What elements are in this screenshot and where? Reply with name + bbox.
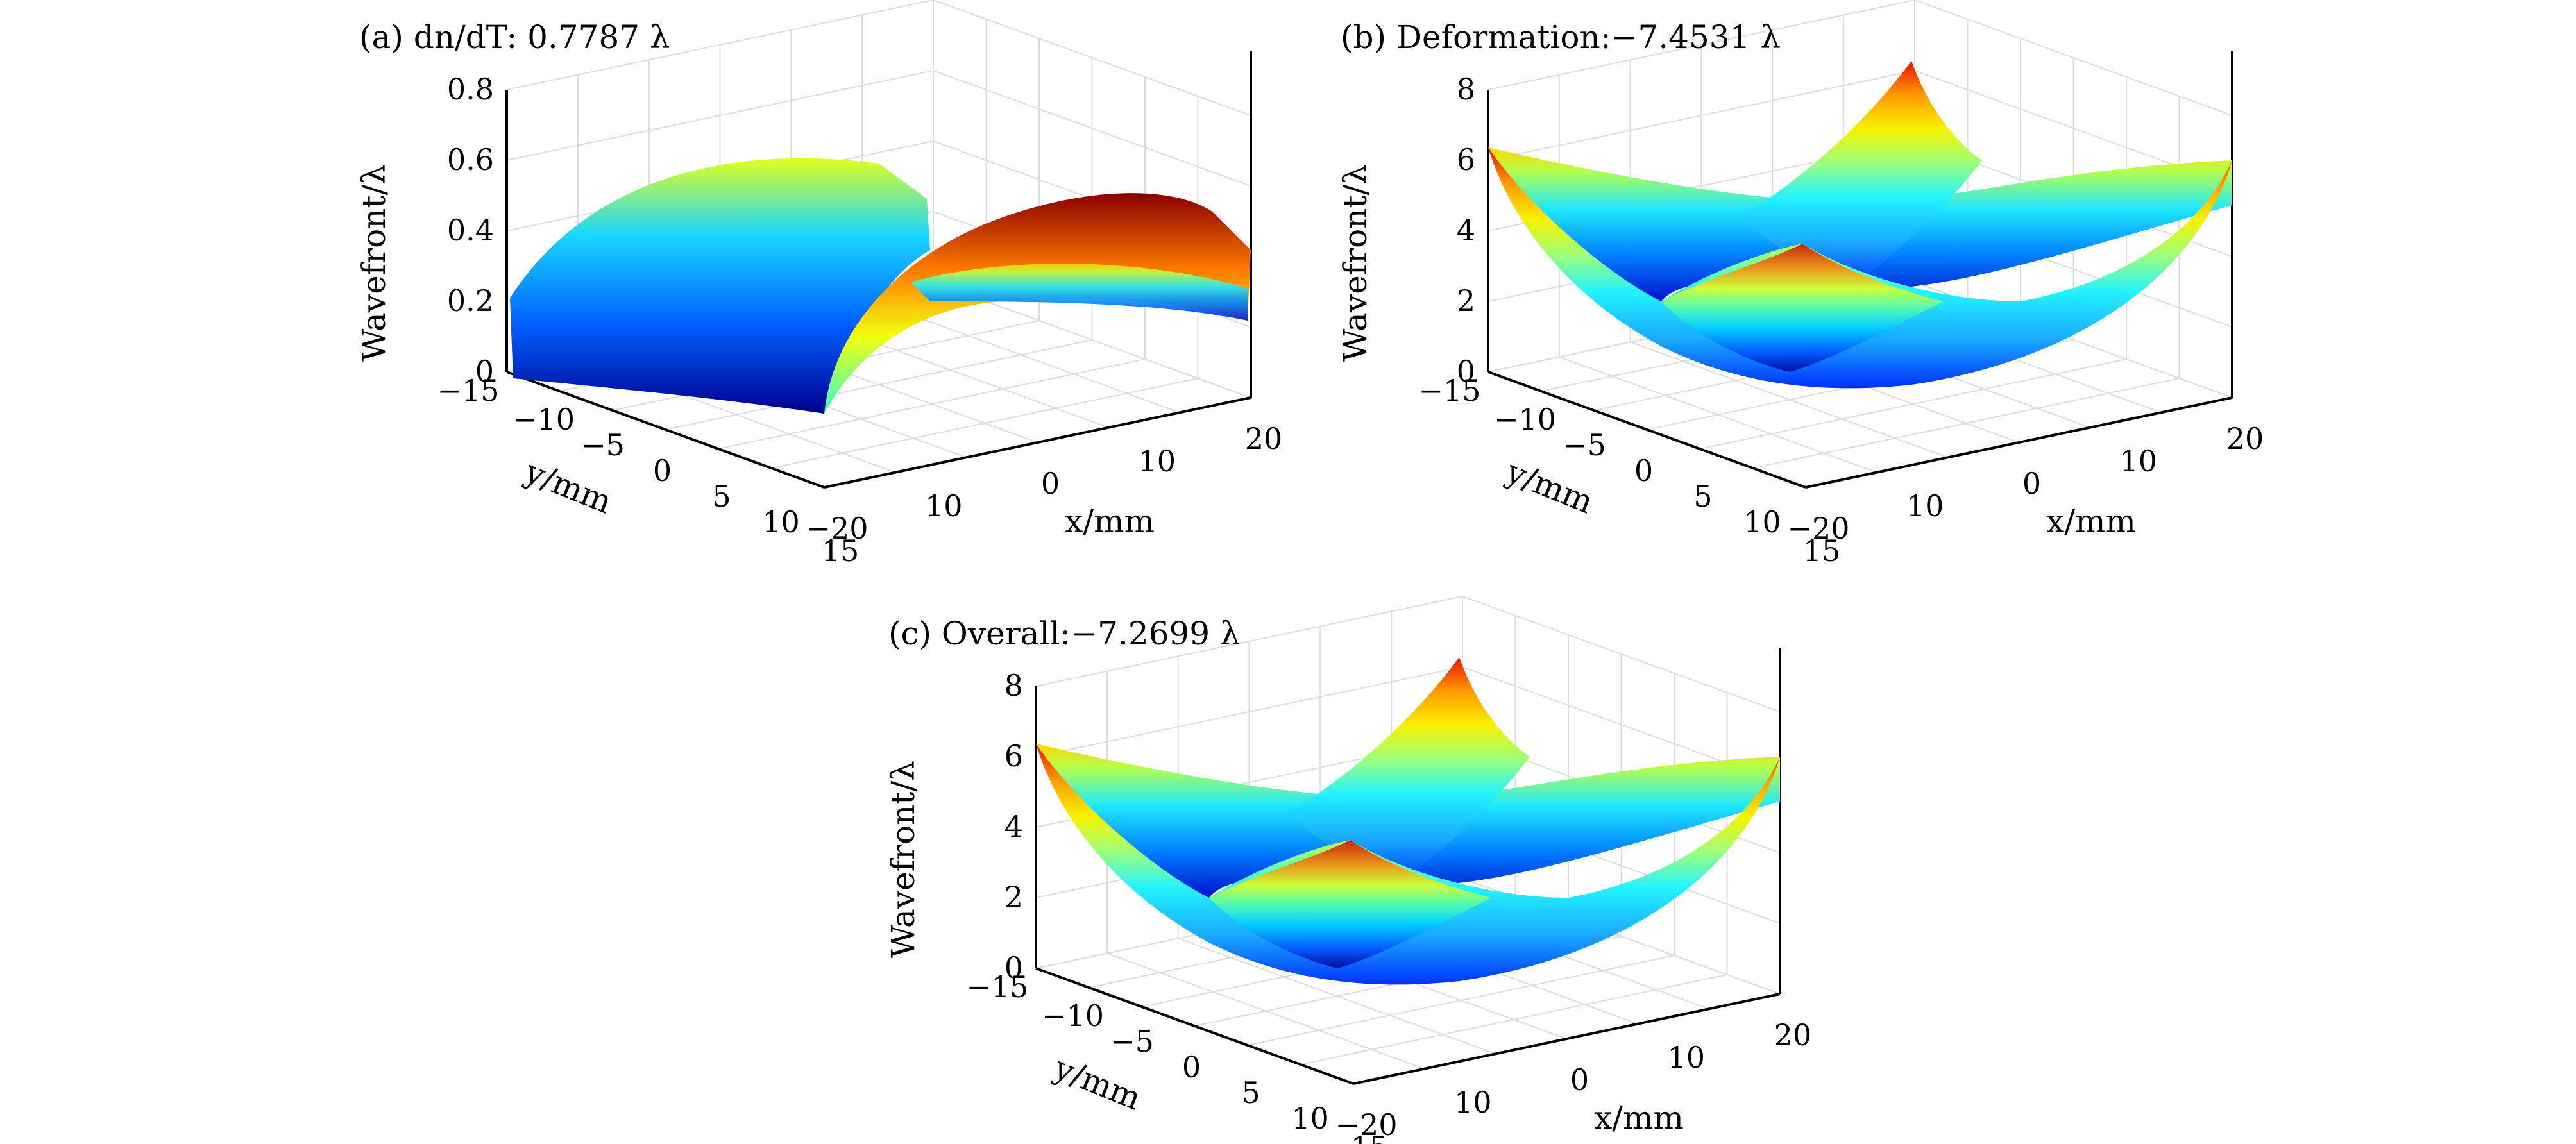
y-tick-label: −15 [437,373,499,408]
x-tick-label: 0 [2022,466,2041,501]
y-tick-label: 10 [1743,505,1781,539]
grid-line [506,0,1251,116]
axes [1487,51,2233,489]
z-tick-label: 8 [1004,668,1023,703]
x-tick-label: −20 [806,511,868,546]
axes [505,51,1252,489]
y-tick-label: −5 [1110,1024,1154,1059]
y-tick-label: −10 [1494,402,1556,437]
axes [1035,648,1781,1085]
surface-right-lobe [824,193,1251,414]
grid-line [1487,0,2233,116]
x-axis-line [1353,993,1781,1085]
grid-line [718,358,1146,450]
x-axis-line [1805,396,2233,489]
surface-far-edge [911,264,1248,321]
surface [510,158,1251,414]
y-axis-line [506,371,825,489]
panel-a: 00.20.40.60.8−15−10−5051015−201001020Wav… [355,0,1282,568]
grid-line [771,378,1198,469]
y-tick-label: −5 [1563,428,1606,462]
y-tick-label: −10 [1042,998,1104,1033]
grid-line [665,339,1092,430]
z-axis-label: Wavefront/λ [1337,164,1374,362]
y-tick-label: 15 [822,534,860,568]
x-tick-label: 10 [1667,1040,1705,1075]
y-tick-label: 10 [1291,1101,1329,1136]
surface-bowl-front [1488,147,2232,389]
x-axis-label: x/mm [2046,503,2136,540]
z-axis-label: Wavefront/λ [355,164,393,362]
z-tick-label: 2 [1457,283,1475,318]
x-tick-label: −20 [1335,1107,1397,1142]
z-tick-label: 4 [1457,213,1475,248]
panel-b: 02468−15−10−5051015−201001020Wavefront/λ… [1337,0,2264,568]
x-tick-label: 10 [925,489,963,523]
z-tick-label: 4 [1004,809,1023,844]
panel-title: (c) Overall:−7.2699 λ [888,615,1241,652]
z-tick-label: 0.6 [447,142,494,177]
z-tick-label: 0 [475,354,494,389]
y-axis-label: y/mm [520,453,617,521]
z-tick-label: 0 [1457,354,1475,389]
x-tick-label: 10 [1454,1085,1492,1120]
x-tick-label: 0 [1570,1063,1589,1097]
panels: 00.20.40.60.8−15−10−5051015−201001020Wav… [355,0,2264,1144]
grid-line [1247,955,1675,1046]
panel-c: 02468−15−10−5051015−201001020Wavefront/λ… [885,595,1812,1144]
surface-back-peak [1286,657,1530,885]
x-tick-label: 0 [1041,466,1060,501]
z-tick-label: 0.8 [447,72,494,106]
panel-title: (a) dn/dT: 0.7787 λ [359,19,670,56]
x-tick-label: 20 [2226,421,2264,456]
y-axis-line [1035,967,1354,1085]
grid-line [1300,974,1727,1065]
y-tick-label: 15 [1351,1130,1389,1144]
x-tick-label: 10 [1906,489,1944,523]
surface-bowl-front [1036,744,1780,985]
z-axis-label: Wavefront/λ [885,761,922,958]
surface-front-peak [1661,244,1944,372]
y-tick-label: 5 [712,479,731,514]
surface [1488,61,2232,389]
y-axis-label: y/mm [1501,453,1598,521]
surface-left-lobe [510,158,930,414]
x-tick-label: 20 [1774,1018,1812,1052]
y-axis-label: y/mm [1049,1049,1146,1118]
x-axis-label: x/mm [1065,503,1155,540]
y-tick-label: 0 [1182,1050,1201,1084]
z-tick-label: 0.4 [447,213,494,248]
y-tick-label: 15 [1803,534,1841,568]
grid-line [1035,595,1781,712]
z-tick-label: 0 [1004,950,1023,985]
y-tick-label: −15 [1418,373,1480,408]
x-tick-label: 20 [1245,421,1283,456]
z-tick-label: 2 [1004,880,1023,914]
grid-line [1752,378,2180,469]
grid-line [1699,358,2127,450]
x-tick-label: 10 [1138,444,1176,478]
x-tick-label: −20 [1787,511,1849,546]
x-axis-line [824,396,1251,489]
y-tick-label: −5 [581,428,625,462]
surface-back-peak [1738,61,1982,289]
z-tick-label: 6 [1004,739,1023,773]
y-tick-label: 5 [1693,479,1712,514]
y-axis-line [1487,371,1806,489]
y-tick-label: 5 [1241,1075,1260,1110]
surface-front-peak [1209,840,1491,968]
y-tick-label: 0 [653,453,672,488]
y-tick-label: 10 [762,505,800,539]
y-tick-label: −15 [966,970,1028,1004]
y-tick-label: 0 [1634,453,1653,488]
x-tick-label: 10 [2119,444,2157,478]
x-axis-label: x/mm [1594,1099,1684,1136]
z-tick-label: 8 [1457,72,1475,106]
z-tick-label: 6 [1457,142,1475,177]
surface [1036,657,1780,985]
panel-title: (b) Deformation:−7.4531 λ [1341,19,1781,56]
y-tick-label: −10 [513,402,575,437]
z-tick-label: 0.2 [447,283,494,318]
